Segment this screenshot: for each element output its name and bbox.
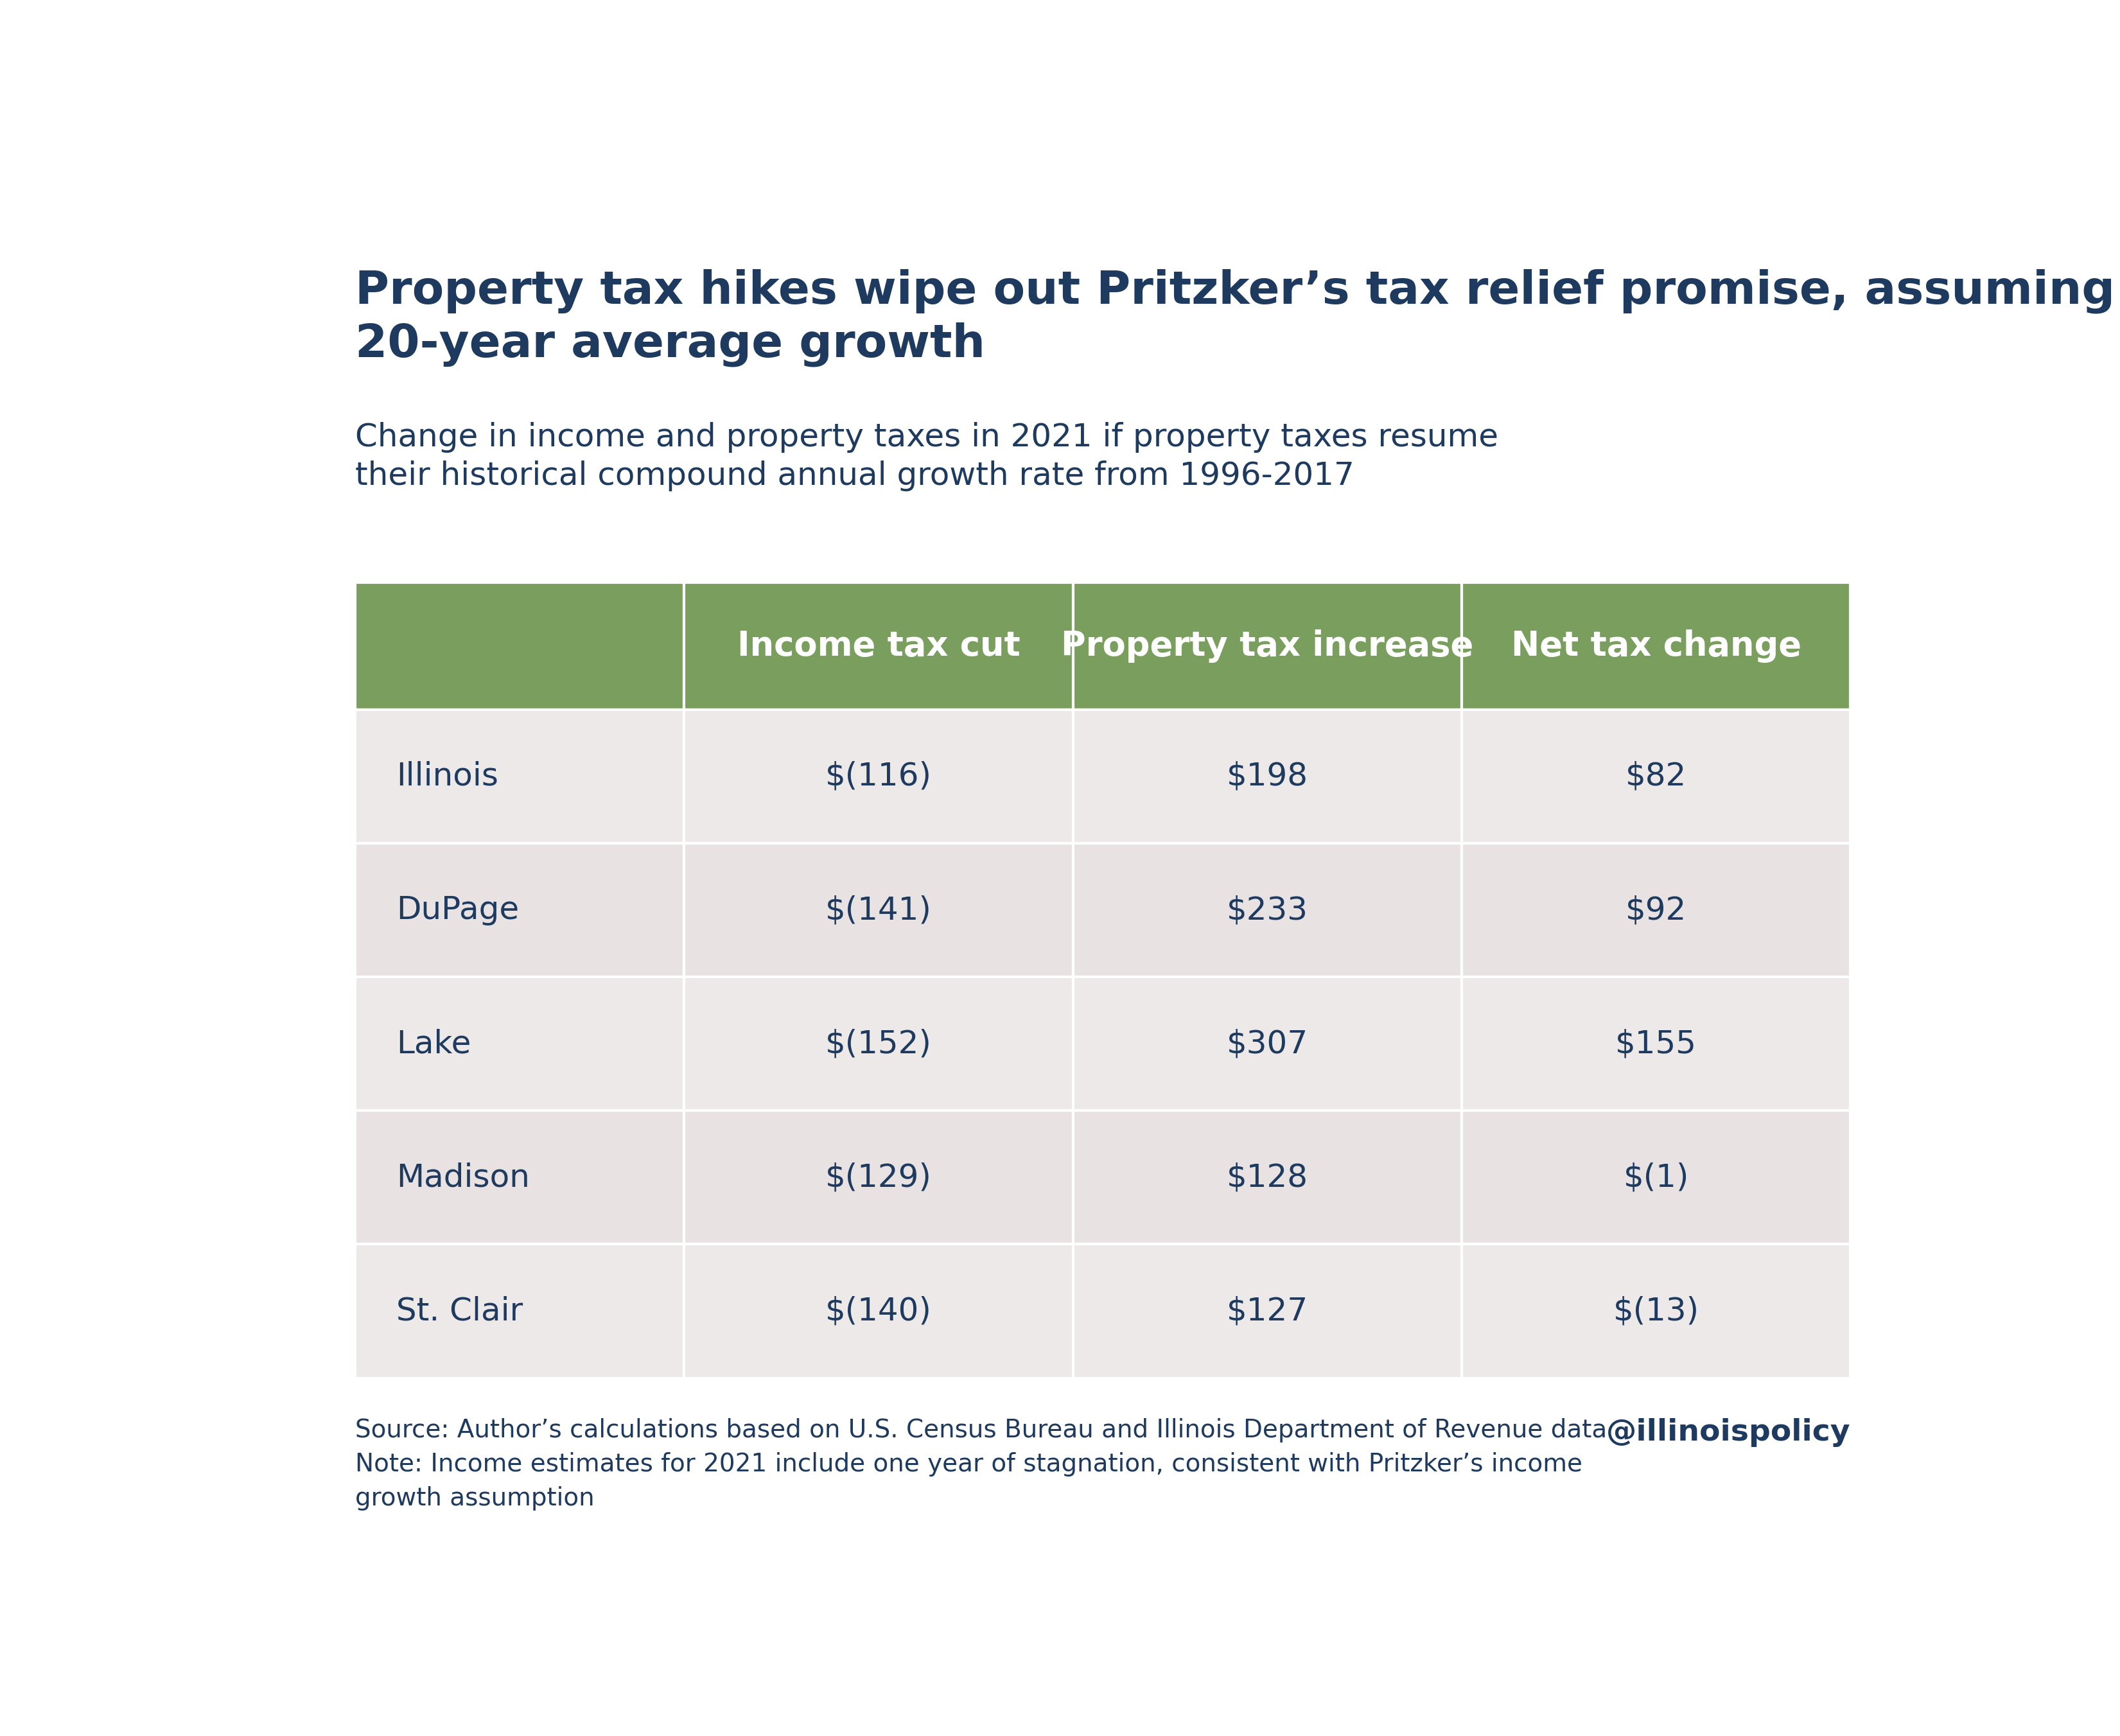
Bar [1073,583,1463,710]
Bar [1073,844,1463,977]
Text: $233: $233 [1227,894,1308,925]
Text: $198: $198 [1227,760,1308,792]
Bar [1073,1245,1463,1378]
Bar [685,710,1073,844]
Text: DuPage: DuPage [396,894,519,925]
Text: $(1): $(1) [1624,1161,1690,1193]
Text: @illinoispolicy: @illinoispolicy [1607,1418,1851,1446]
Text: $128: $128 [1227,1161,1308,1193]
Text: $(129): $(129) [825,1161,933,1193]
Bar [356,1111,685,1245]
Bar [1463,1111,1851,1245]
Bar [685,844,1073,977]
Text: Income tax cut: Income tax cut [738,630,1020,663]
Bar [1463,710,1851,844]
Text: Lake: Lake [396,1028,471,1059]
Text: $127: $127 [1227,1295,1308,1326]
Text: Property tax increase: Property tax increase [1062,630,1473,663]
Text: $92: $92 [1626,894,1688,925]
Text: $(141): $(141) [825,894,933,925]
Text: $307: $307 [1227,1028,1308,1059]
Text: Source: Author’s calculations based on U.S. Census Bureau and Illinois Departmen: Source: Author’s calculations based on U… [356,1418,1607,1510]
Text: Property tax hikes wipe out Pritzker’s tax relief promise, assuming
20-year aver: Property tax hikes wipe out Pritzker’s t… [356,269,2116,366]
Bar [1073,977,1463,1111]
Bar [356,977,685,1111]
Bar [1073,1111,1463,1245]
Bar [356,583,685,710]
Bar [356,844,685,977]
Text: Change in income and property taxes in 2021 if property taxes resume
their histo: Change in income and property taxes in 2… [356,422,1499,491]
Bar [685,1111,1073,1245]
Bar [685,583,1073,710]
Text: $(140): $(140) [825,1295,933,1326]
Bar [685,1245,1073,1378]
Text: Net tax change: Net tax change [1512,630,1802,663]
Text: Illinois: Illinois [396,760,498,792]
Text: $(116): $(116) [825,760,933,792]
Bar [1463,583,1851,710]
Text: St. Clair: St. Clair [396,1295,524,1326]
Text: $(152): $(152) [825,1028,933,1059]
Bar [356,710,685,844]
Text: $155: $155 [1615,1028,1696,1059]
Text: $82: $82 [1626,760,1688,792]
Bar [356,1245,685,1378]
Bar [1073,710,1463,844]
Bar [1463,844,1851,977]
Bar [1463,1245,1851,1378]
Text: $(13): $(13) [1613,1295,1700,1326]
Bar [1463,977,1851,1111]
Text: Madison: Madison [396,1161,530,1193]
Bar [685,977,1073,1111]
